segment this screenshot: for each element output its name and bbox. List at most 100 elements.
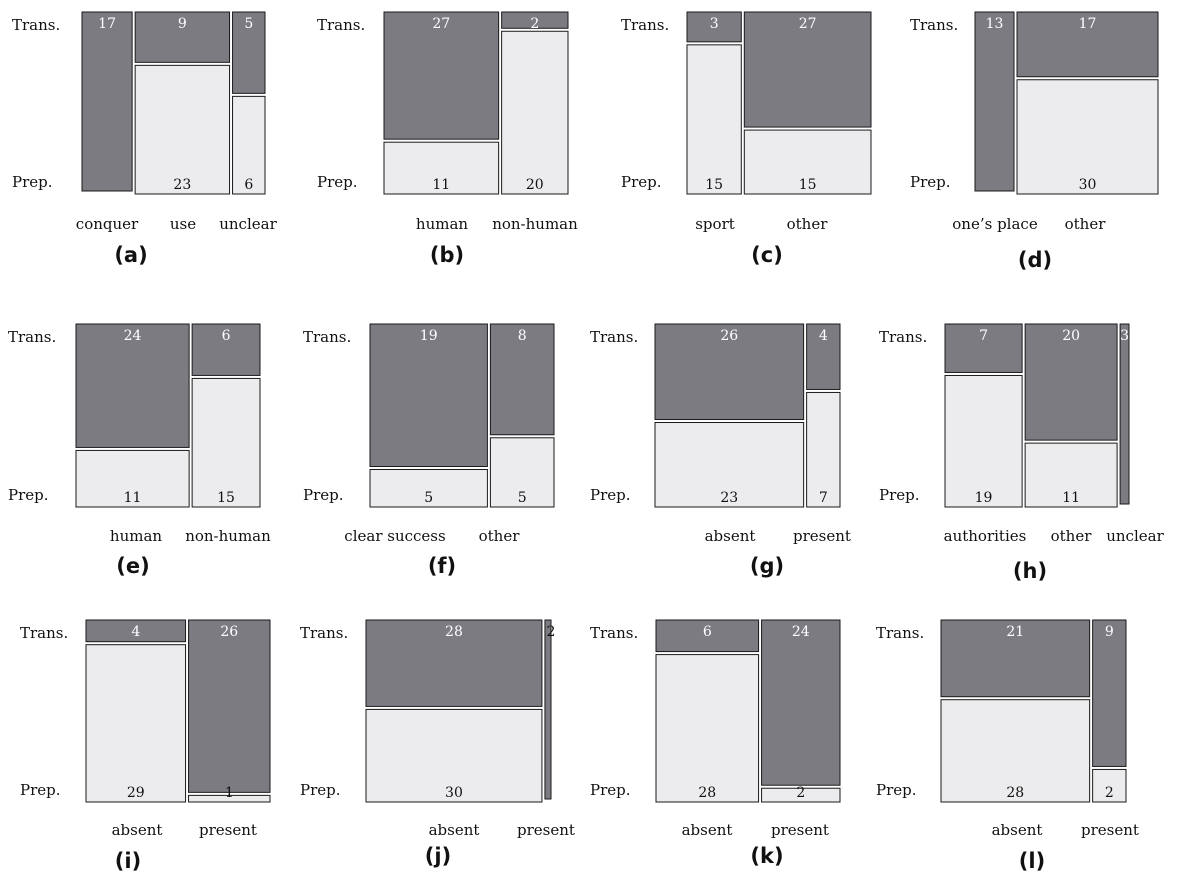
prep-count-label: 6 <box>244 177 253 193</box>
row-label-trans: Trans. <box>8 328 56 346</box>
trans-cell <box>654 323 805 421</box>
panel-label: (e) <box>116 554 149 578</box>
trans-count-label: 19 <box>420 328 438 344</box>
category-label: absent <box>705 527 756 545</box>
row-label-prep: Prep. <box>910 173 951 191</box>
row-label-trans: Trans. <box>303 328 351 346</box>
category-label: absent <box>112 821 163 839</box>
panel-label: (j) <box>425 844 451 868</box>
prep-count-label: 15 <box>799 177 817 193</box>
trans-cell <box>1119 323 1130 505</box>
trans-cell <box>81 11 133 192</box>
trans-count-label: 27 <box>799 16 817 32</box>
trans-count-label: 2 <box>547 624 556 640</box>
row-label-prep: Prep. <box>621 173 662 191</box>
category-label: absent <box>682 821 733 839</box>
trans-count-label: 2 <box>530 16 539 32</box>
trans-cell <box>686 11 742 43</box>
panel-label: (h) <box>1013 559 1047 583</box>
trans-count-label: 28 <box>445 624 463 640</box>
category-label: use <box>170 215 196 233</box>
trans-count-label: 13 <box>986 16 1004 32</box>
prep-count-label: 2 <box>1105 785 1114 801</box>
trans-count-label: 5 <box>244 16 253 32</box>
row-label-trans: Trans. <box>879 328 927 346</box>
mosaic-panel-i: 4 29 26 1 Trans. Prep. absent present (i) <box>20 619 271 873</box>
row-label-prep: Prep. <box>20 781 61 799</box>
trans-count-label: 26 <box>720 328 738 344</box>
trans-cell <box>188 619 271 793</box>
panel-label: (k) <box>750 844 783 868</box>
category-label: other <box>1065 215 1107 233</box>
trans-count-label: 6 <box>222 328 231 344</box>
category-label: human <box>110 527 162 545</box>
row-label-trans: Trans. <box>20 624 68 642</box>
trans-cell <box>365 619 543 707</box>
category-label: present <box>517 821 575 839</box>
row-label-trans: Trans. <box>317 16 365 34</box>
trans-cell <box>944 323 1023 373</box>
mosaic-panel-k: 6 28 24 2 Trans. Prep. absent present (k) <box>590 619 841 868</box>
category-label: sport <box>695 215 735 233</box>
trans-count-label: 27 <box>432 16 450 32</box>
prep-count-label: 28 <box>1006 785 1024 801</box>
trans-cell <box>806 323 841 390</box>
trans-count-label: 24 <box>124 328 142 344</box>
category-label: present <box>793 527 851 545</box>
prep-cell <box>232 95 266 195</box>
mosaic-panel-c: 3 15 27 15 Trans. Prep. sport other(c) <box>621 11 872 267</box>
category-label: clear success <box>344 527 445 545</box>
prep-count-label: 2 <box>796 785 805 801</box>
category-label: unclear <box>1106 527 1164 545</box>
trans-cell <box>85 619 187 643</box>
row-label-prep: Prep. <box>317 173 358 191</box>
prep-cell <box>940 699 1091 803</box>
category-label: one’s place <box>952 215 1038 233</box>
panel-label: (b) <box>430 243 464 267</box>
prep-cell <box>85 644 187 803</box>
panel-label: (l) <box>1019 849 1045 873</box>
trans-count-label: 7 <box>979 328 988 344</box>
prep-count-label: 11 <box>432 177 450 193</box>
category-label: authorities <box>944 527 1027 545</box>
row-label-trans: Trans. <box>12 16 60 34</box>
prep-count-label: 11 <box>124 490 142 506</box>
prep-count-label: 29 <box>127 785 145 801</box>
row-label-prep: Prep. <box>879 486 920 504</box>
mosaic-panel-d: 13 17 30 Trans. Prep. one’s place other (d) <box>910 11 1159 272</box>
trans-count-label: 17 <box>1079 16 1097 32</box>
prep-cell <box>654 422 805 508</box>
prep-cell <box>369 469 488 508</box>
panel-label: (d) <box>1018 248 1052 272</box>
prep-cell <box>501 30 569 195</box>
prep-count-label: 11 <box>1062 490 1080 506</box>
row-label-prep: Prep. <box>8 486 49 504</box>
prep-cell <box>686 44 742 195</box>
trans-count-label: 26 <box>220 624 238 640</box>
trans-cell <box>1092 619 1127 767</box>
trans-cell <box>501 11 569 29</box>
trans-count-label: 20 <box>1062 328 1080 344</box>
prep-cell <box>655 654 760 803</box>
trans-cell <box>191 323 261 376</box>
trans-cell <box>761 619 841 786</box>
panel-label: (f) <box>428 554 456 578</box>
mosaic-panel-a: 17 9 23 5 6 Trans. Prep. conquer use unclear (a) <box>12 11 278 267</box>
row-label-trans: Trans. <box>590 624 638 642</box>
trans-count-label: 4 <box>819 328 828 344</box>
prep-count-label: 15 <box>705 177 723 193</box>
trans-count-label: 8 <box>518 328 527 344</box>
category-label: present <box>1081 821 1139 839</box>
prep-count-label: 20 <box>526 177 544 193</box>
category-label: absent <box>992 821 1043 839</box>
prep-cell <box>188 794 271 803</box>
trans-count-label: 3 <box>710 16 719 32</box>
trans-cell <box>75 323 190 448</box>
trans-cell <box>134 11 231 63</box>
category-label: other <box>787 215 829 233</box>
category-label: non-human <box>492 215 578 233</box>
prep-cell <box>75 449 190 508</box>
category-label: conquer <box>76 215 139 233</box>
prep-cell <box>365 708 543 803</box>
